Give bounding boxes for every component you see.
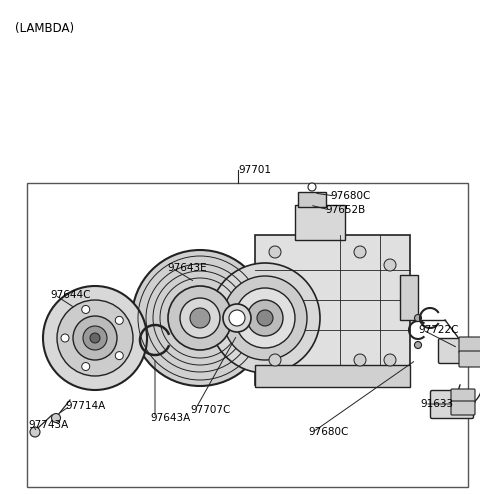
Text: 97714A: 97714A [65, 401, 105, 411]
Circle shape [115, 351, 123, 360]
Circle shape [247, 300, 283, 336]
Circle shape [83, 326, 107, 350]
Text: 97722C: 97722C [418, 325, 458, 335]
Circle shape [82, 362, 90, 371]
Circle shape [180, 298, 220, 338]
Text: 97707C: 97707C [190, 405, 230, 415]
Circle shape [415, 342, 421, 348]
Text: 97680C: 97680C [330, 191, 371, 201]
Text: 97643E: 97643E [167, 263, 206, 273]
Bar [27, 183, 468, 487]
FancyBboxPatch shape [439, 339, 473, 363]
Text: 97643A: 97643A [150, 413, 190, 423]
Circle shape [415, 314, 421, 321]
Bar [400, 275, 418, 320]
Text: 97701: 97701 [238, 165, 271, 175]
Circle shape [210, 263, 320, 373]
Circle shape [384, 259, 396, 271]
FancyBboxPatch shape [431, 391, 473, 418]
Bar [295, 205, 345, 240]
FancyBboxPatch shape [451, 389, 475, 403]
Circle shape [90, 333, 100, 343]
Text: (LAMBDA): (LAMBDA) [15, 22, 74, 35]
Circle shape [115, 316, 123, 324]
Circle shape [190, 308, 210, 328]
Text: 97743A: 97743A [28, 420, 68, 430]
Circle shape [269, 354, 281, 366]
Circle shape [168, 286, 232, 350]
Circle shape [308, 183, 316, 191]
Circle shape [354, 354, 366, 366]
Circle shape [384, 354, 396, 366]
Circle shape [61, 334, 69, 342]
Bar [255, 235, 410, 385]
Circle shape [43, 286, 147, 390]
Text: 97652B: 97652B [325, 205, 365, 215]
FancyBboxPatch shape [451, 401, 475, 415]
Circle shape [223, 276, 307, 360]
Text: 97680C: 97680C [308, 427, 348, 437]
Circle shape [30, 427, 40, 437]
Circle shape [132, 250, 268, 386]
FancyBboxPatch shape [459, 337, 480, 353]
Circle shape [223, 304, 251, 332]
Circle shape [257, 310, 273, 326]
Circle shape [235, 288, 295, 348]
Bar [255, 365, 410, 387]
Circle shape [82, 305, 90, 313]
Circle shape [229, 310, 245, 326]
Bar [298, 192, 326, 207]
Circle shape [73, 316, 117, 360]
Circle shape [57, 300, 133, 376]
Circle shape [51, 413, 60, 423]
Text: 97644C: 97644C [50, 290, 91, 300]
Circle shape [269, 246, 281, 258]
Text: 91633: 91633 [420, 399, 453, 409]
Circle shape [354, 246, 366, 258]
FancyBboxPatch shape [459, 351, 480, 367]
